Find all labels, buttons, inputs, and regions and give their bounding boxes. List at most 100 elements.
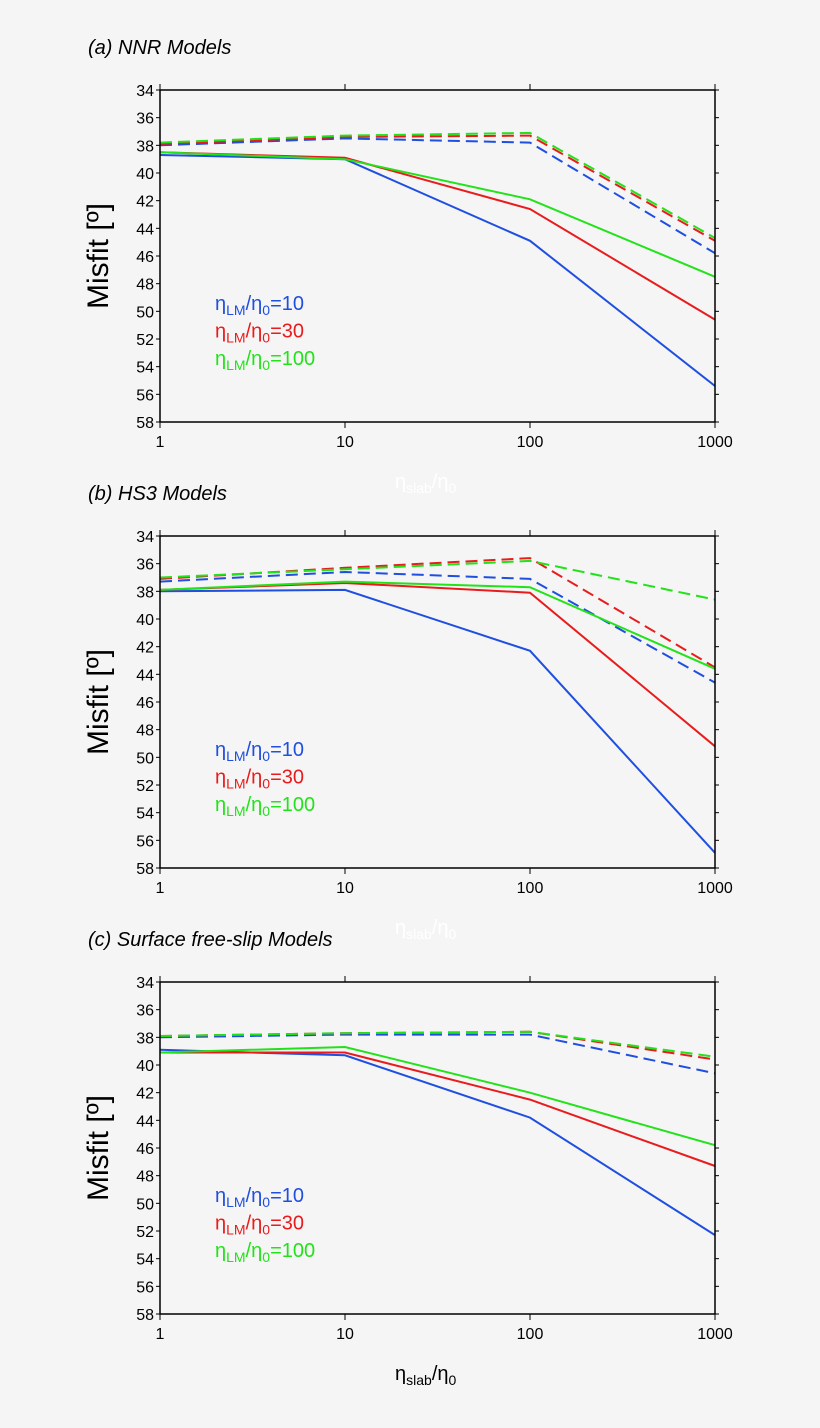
y-tick-label: 40 [136, 1058, 154, 1075]
label-subscript: 0 [262, 1194, 270, 1210]
label-subscript: 0 [449, 1372, 457, 1388]
y-tick-label: 44 [136, 1113, 154, 1130]
x-tick-label: 1 [156, 434, 165, 451]
y-tick-label: 50 [136, 750, 154, 767]
label-part: η [215, 739, 226, 761]
label-part: /η [246, 1213, 263, 1235]
y-tick-label: 56 [136, 387, 154, 404]
y-tick-label: 34 [136, 975, 154, 992]
series-line-blue-solid [159, 154, 716, 387]
legend-entry-green: ηLM/η0=100 [215, 794, 315, 819]
x-tick-label: 10 [336, 1326, 354, 1343]
label-subscript: 0 [262, 776, 270, 792]
y-tick-label: 56 [136, 1279, 154, 1296]
label-part: =30 [270, 767, 304, 789]
label-part: /η [246, 1185, 263, 1207]
y-tick-label: 52 [136, 778, 154, 795]
legend-entry-blue: ηLM/η0=10 [215, 293, 304, 318]
label-part: /η [432, 471, 449, 493]
label-subscript: 0 [262, 748, 270, 764]
legend-entry-red: ηLM/η0=30 [215, 1213, 304, 1238]
y-tick-label: 48 [136, 1169, 154, 1186]
y-tick-label: 52 [136, 332, 154, 349]
label-subscript: 0 [262, 1222, 270, 1238]
y-tick-label: 36 [136, 111, 154, 128]
series-line-green-solid [159, 580, 716, 670]
label-part: /η [246, 321, 263, 343]
series-line-green-solid [159, 1045, 716, 1147]
y-axis-label: Misfit [º] [82, 649, 115, 755]
label-part: /η [246, 348, 263, 370]
y-axis-label: Misfit [º] [82, 203, 115, 309]
label-part: /η [432, 917, 449, 939]
label-subscript: 0 [262, 1249, 270, 1265]
label-part: =10 [270, 739, 304, 761]
x-tick-label: 10 [336, 434, 354, 451]
series-line-green-dashed [159, 1030, 716, 1058]
label-subscript: LM [226, 803, 245, 819]
y-tick-label: 38 [136, 138, 154, 155]
series-line-blue-dashed [159, 1033, 716, 1075]
y-tick-label: 46 [136, 249, 154, 266]
legend-entry-red: ηLM/η0=30 [215, 767, 304, 792]
label-part: η [215, 1213, 226, 1235]
x-tick-label: 10 [336, 880, 354, 897]
y-tick-label: 54 [136, 360, 154, 377]
y-tick-label: 44 [136, 667, 154, 684]
label-part: /η [246, 739, 263, 761]
label-part: η [215, 767, 226, 789]
label-part: η [215, 794, 226, 816]
x-tick-label: 100 [517, 434, 544, 451]
label-part: η [215, 293, 226, 315]
label-subscript: slab [406, 480, 432, 496]
y-tick-label: 58 [136, 415, 154, 432]
series-line-blue-dashed [159, 570, 716, 684]
x-tick-label: 1 [156, 1326, 165, 1343]
y-tick-label: 40 [136, 166, 154, 183]
x-tick-label: 100 [517, 1326, 544, 1343]
label-part: η [395, 917, 406, 939]
label-subscript: slab [406, 926, 432, 942]
y-tick-label: 46 [136, 1141, 154, 1158]
y-tick-label: 44 [136, 221, 154, 238]
label-part: =10 [270, 1185, 304, 1207]
label-subscript: LM [226, 1222, 245, 1238]
series-line-green-solid [159, 151, 716, 278]
y-tick-label: 54 [136, 1252, 154, 1269]
label-part: /η [246, 1240, 263, 1262]
series-line-red-solid [159, 581, 716, 748]
legend-entry-blue: ηLM/η0=10 [215, 1185, 304, 1210]
y-tick-label: 42 [136, 1086, 154, 1103]
label-part: η [215, 1185, 226, 1207]
y-tick-label: 58 [136, 861, 154, 878]
label-subscript: LM [226, 748, 245, 764]
series-line-green-dashed [159, 559, 716, 601]
x-tick-label: 100 [517, 880, 544, 897]
label-subscript: LM [226, 302, 245, 318]
panel-2: (b) HS3 Models 34 36 38 40 42 44 46 48 50 52 54 56 58… [82, 483, 733, 942]
x-tick-label: 1000 [697, 1326, 733, 1343]
y-tick-label: 50 [136, 1196, 154, 1213]
label-part: η [215, 348, 226, 370]
x-axis-label: ηslab/η0 [395, 471, 457, 496]
label-part: =30 [270, 321, 304, 343]
label-part: η [215, 321, 226, 343]
label-part: /η [246, 293, 263, 315]
label-subscript: LM [226, 357, 245, 373]
label-subscript: 0 [449, 480, 457, 496]
y-tick-label: 54 [136, 806, 154, 823]
series-line-red-solid [160, 1051, 716, 1167]
legend-entry-red: ηLM/η0=30 [215, 321, 304, 346]
label-subscript: 0 [262, 357, 270, 373]
y-axis-label: Misfit [º] [82, 1095, 115, 1201]
y-tick-label: 38 [136, 1030, 154, 1047]
label-subscript: 0 [262, 803, 270, 819]
label-subscript: LM [226, 1249, 245, 1265]
y-tick-label: 58 [136, 1307, 154, 1324]
label-subscript: 0 [449, 926, 457, 942]
label-part: =100 [270, 348, 315, 370]
series-line-red-dashed [159, 134, 716, 242]
label-subscript: LM [226, 330, 245, 346]
label-subscript: 0 [262, 302, 270, 318]
x-tick-label: 1000 [697, 434, 733, 451]
